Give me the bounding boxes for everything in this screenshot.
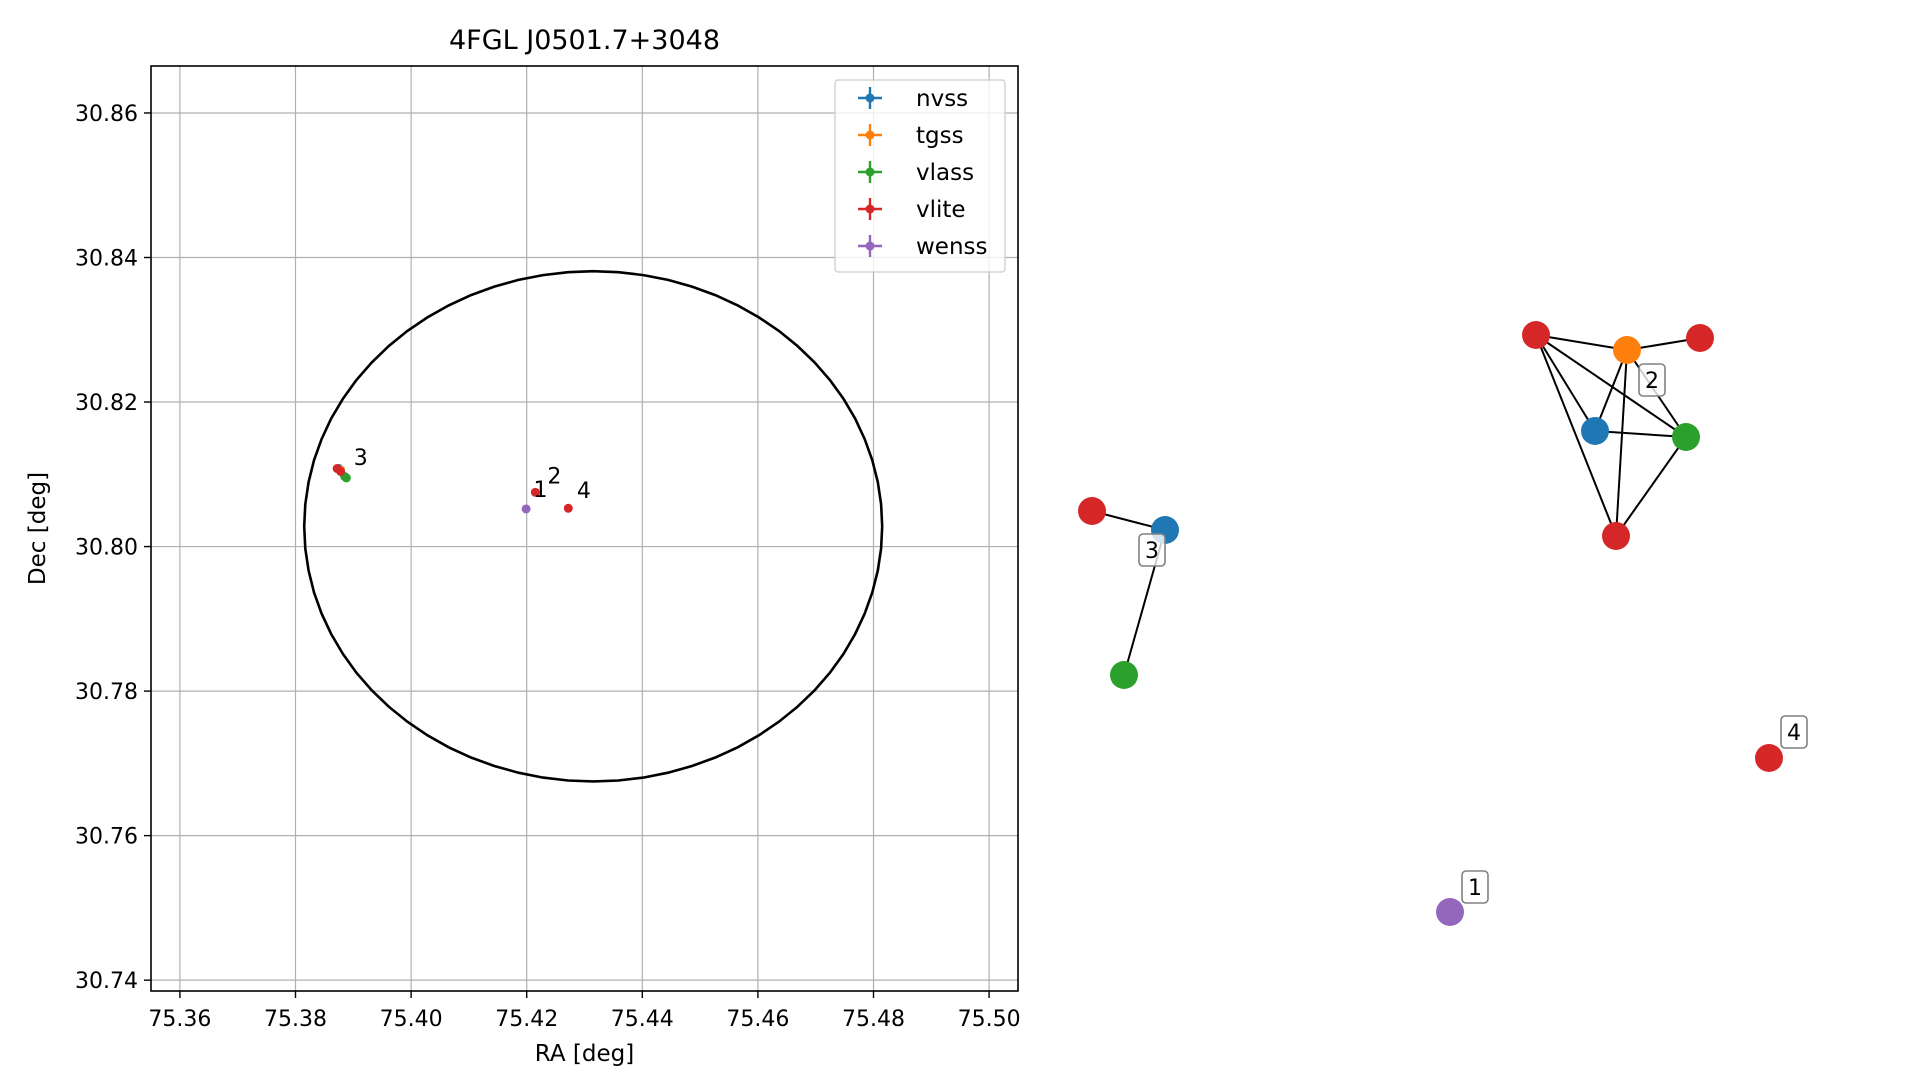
- y-tick-label: 30.78: [75, 680, 138, 705]
- graph-edge: [1615, 436, 1687, 537]
- graph-node-nvss: [1581, 417, 1609, 445]
- cluster-label-1: 1: [534, 478, 548, 503]
- graph-edge: [1615, 349, 1628, 537]
- legend-label: nvss: [916, 86, 968, 112]
- source-point-vlite: [563, 503, 573, 513]
- cluster-label-4: 4: [577, 479, 591, 504]
- legend-entry-vlite: vlite: [858, 197, 966, 223]
- graph-node-vlite: [1522, 321, 1550, 349]
- graph-cluster-label-2: 2: [1638, 363, 1666, 397]
- x-axis-label: RA [deg]: [535, 1041, 634, 1067]
- cluster-annotations: 3 21 4: [354, 446, 591, 504]
- legend-entry-tgss: tgss: [858, 123, 964, 149]
- legend-label: vlite: [916, 197, 966, 223]
- cluster-label-2: 2: [547, 464, 561, 489]
- legend-marker: [865, 167, 875, 177]
- x-tick-label: 75.36: [148, 1007, 211, 1032]
- label-box: [1780, 715, 1808, 749]
- graph-node-vlite: [1686, 324, 1714, 352]
- chart-title: 4FGL J0501.7+3048: [449, 25, 720, 56]
- legend-marker: [865, 130, 875, 140]
- y-axis-label: Dec [deg]: [25, 472, 51, 585]
- source-point-vlite: [530, 487, 540, 497]
- legend-entry-wenss: wenss: [858, 234, 988, 260]
- label-box: [1138, 533, 1166, 567]
- y-tick-label: 30.80: [75, 536, 138, 561]
- x-tick-label: 75.44: [611, 1007, 674, 1032]
- uncertainty-ellipse: [302, 269, 884, 783]
- graph-edge: [1535, 334, 1596, 432]
- point-marker: [336, 466, 346, 476]
- axis-ticks: 75.36 75.38 75.40 75.42 75.44 75.46 75.48 75.50…: [75, 102, 1021, 1032]
- crossmatch-graph: 3 2 4 1: [1078, 321, 1808, 926]
- label-text: 3: [1145, 539, 1159, 564]
- graph-cluster-label-3: 3: [1138, 533, 1166, 567]
- x-tick-label: 75.50: [958, 1007, 1021, 1032]
- graph-cluster-label-4: 4: [1780, 715, 1808, 749]
- point-marker: [521, 504, 531, 514]
- x-tick-label: 75.46: [726, 1007, 789, 1032]
- legend-marker: [865, 93, 875, 103]
- graph-edge: [1594, 349, 1628, 432]
- graph-node-tgss: [1613, 336, 1641, 364]
- point-marker: [530, 487, 540, 497]
- graph-nodes: [1078, 321, 1783, 926]
- graph-edges: [1091, 334, 1701, 676]
- graph-node-vlite: [1078, 497, 1106, 525]
- source-point-vlass: [341, 473, 351, 483]
- source-points: [332, 464, 573, 514]
- y-tick-label: 30.84: [75, 247, 138, 272]
- graph-node-vlite: [1755, 744, 1783, 772]
- uncertainty-ellipse-layer: [302, 269, 884, 783]
- graph-node-vlite: [1602, 522, 1630, 550]
- graph-node-wenss: [1436, 898, 1464, 926]
- graph-edge: [1535, 334, 1628, 351]
- legend-label: wenss: [916, 234, 988, 260]
- label-text: 4: [1787, 721, 1801, 746]
- source-point-wenss: [521, 504, 531, 514]
- x-tick-label: 75.38: [264, 1007, 327, 1032]
- point-marker: [563, 503, 573, 513]
- label-box: [1461, 870, 1489, 904]
- legend: nvss tgss vlass vlite wenss: [834, 79, 1006, 273]
- y-tick-label: 30.82: [75, 391, 138, 416]
- graph-cluster-label-1: 1: [1461, 870, 1489, 904]
- legend-box: [834, 79, 1006, 273]
- graph-edge: [1594, 430, 1687, 438]
- x-tick-label: 75.48: [842, 1007, 905, 1032]
- graph-labels: 3 2 4 1: [1138, 363, 1808, 904]
- y-tick-label: 30.74: [75, 969, 138, 994]
- legend-marker: [865, 204, 875, 214]
- legend-entry-nvss: nvss: [858, 86, 968, 112]
- legend-entries: nvss tgss vlass vlite wenss: [858, 86, 988, 260]
- graph-edge: [1535, 334, 1687, 438]
- x-tick-label: 75.42: [495, 1007, 558, 1032]
- legend-entry-vlass: vlass: [858, 160, 974, 186]
- axes-frame: [150, 65, 1019, 992]
- legend-marker: [865, 241, 875, 251]
- point-marker: [341, 473, 351, 483]
- cluster-label-3: 3: [354, 446, 368, 471]
- x-tick-label: 75.40: [380, 1007, 443, 1032]
- y-tick-label: 30.76: [75, 825, 138, 850]
- label-box: [1638, 363, 1666, 397]
- source-point-vlite: [336, 466, 346, 476]
- graph-node-vlass: [1110, 661, 1138, 689]
- label-text: 2: [1645, 369, 1659, 394]
- y-tick-label: 30.86: [75, 102, 138, 127]
- label-text: 1: [1468, 876, 1482, 901]
- graph-edge: [1535, 334, 1617, 537]
- sky-position-plot: 3 21 4 75.36 75.38 75.40 75.42 75.44 75.46 75.48…: [25, 25, 1021, 1067]
- graph-node-vlass: [1672, 423, 1700, 451]
- legend-label: vlass: [916, 160, 974, 186]
- legend-label: tgss: [916, 123, 964, 149]
